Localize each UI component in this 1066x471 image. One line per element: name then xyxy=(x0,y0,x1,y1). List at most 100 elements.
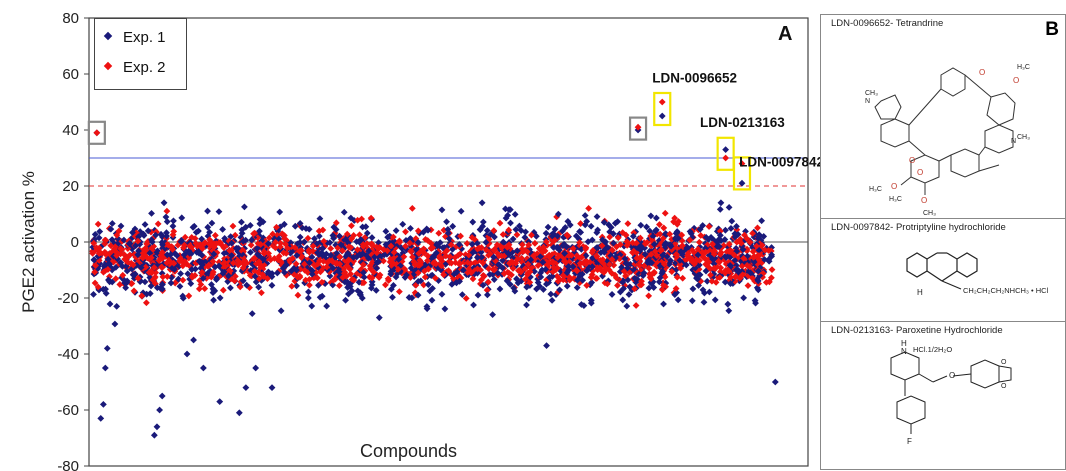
exp2-point xyxy=(296,247,304,255)
exp2-point xyxy=(743,261,751,269)
exp1-point xyxy=(153,259,161,267)
svg-text:CH₃: CH₃ xyxy=(1017,134,1030,141)
y-tick-label-60: 60 xyxy=(62,66,79,83)
exp2-point xyxy=(554,277,562,285)
exp1-point xyxy=(114,255,121,263)
exp2-point xyxy=(623,238,631,245)
exp1-point xyxy=(350,254,357,261)
exp2-point xyxy=(134,275,142,282)
exp2-point xyxy=(406,239,414,247)
highlighted-point-1 xyxy=(93,129,101,137)
exp1-point xyxy=(382,244,390,252)
exp1-point xyxy=(496,285,504,293)
exp1-point xyxy=(390,281,397,289)
exp1-point xyxy=(614,218,621,226)
exp1-point xyxy=(437,266,445,274)
exp2-point xyxy=(264,244,271,251)
exp1-point xyxy=(333,269,341,277)
exp1-point xyxy=(293,252,301,259)
exp1-point xyxy=(693,274,700,282)
exp2-point xyxy=(283,271,290,279)
exp1-point xyxy=(624,264,631,272)
exp1-point xyxy=(650,240,658,248)
exp1-outlier-point xyxy=(150,431,158,439)
exp1-point xyxy=(228,239,236,247)
exp1-point xyxy=(304,294,312,302)
exp2-point xyxy=(716,268,724,276)
exp1-point xyxy=(511,287,519,295)
exp2-point xyxy=(94,283,102,291)
exp1-point xyxy=(709,274,716,281)
exp1-point xyxy=(248,236,256,244)
exp2-point xyxy=(229,222,237,230)
y-tick-label--60: -60 xyxy=(57,402,79,419)
exp1-point xyxy=(473,254,481,261)
exp2-point xyxy=(335,282,343,289)
exp1-point xyxy=(621,255,629,263)
exp1-point xyxy=(513,247,521,255)
compound-annotation-1: LDN-0213163 xyxy=(700,115,785,130)
exp2-point xyxy=(91,268,99,276)
exp2-point xyxy=(273,223,280,231)
exp1-point xyxy=(169,256,177,264)
exp2-point xyxy=(225,237,233,245)
exp1-point xyxy=(424,281,432,288)
exp1-point xyxy=(256,227,263,235)
exp1-point xyxy=(443,218,450,226)
exp2-point xyxy=(736,235,744,243)
exp1-point xyxy=(170,217,177,225)
highlighted-point-9 xyxy=(738,179,746,187)
exp2-point xyxy=(201,285,209,292)
exp1-point xyxy=(373,264,381,272)
exp1-point xyxy=(428,296,436,304)
exp1-point xyxy=(163,229,170,237)
exp2-point xyxy=(394,265,402,273)
paroxetine-formula: HCl.1/2H₂O xyxy=(913,345,952,354)
exp2-point xyxy=(679,274,687,282)
exp1-point xyxy=(335,265,342,273)
exp1-point xyxy=(113,302,121,310)
exp1-point xyxy=(163,218,171,226)
exp1-point xyxy=(117,222,125,230)
exp1-point xyxy=(532,232,540,240)
exp1-point xyxy=(643,223,650,231)
exp2-point xyxy=(414,269,422,277)
exp1-point xyxy=(340,208,348,216)
exp2-point xyxy=(309,242,317,250)
exp1-point xyxy=(502,205,509,213)
exp2-point xyxy=(301,266,309,274)
exp1-point xyxy=(123,267,131,275)
exp1-point xyxy=(677,248,685,255)
exp1-outlier-point xyxy=(97,415,105,422)
exp1-point xyxy=(319,245,327,252)
exp2-point xyxy=(350,257,357,265)
exp1-point xyxy=(392,227,400,235)
exp1-point xyxy=(639,272,647,280)
exp2-point xyxy=(539,248,546,256)
exp1-point xyxy=(682,261,690,269)
exp1-point xyxy=(645,284,653,292)
exp2-point xyxy=(717,264,725,272)
exp1-point xyxy=(499,257,506,264)
exp1-point xyxy=(176,283,184,290)
exp2-point xyxy=(588,271,596,279)
exp1-point xyxy=(111,320,119,328)
legend-marker-exp2 xyxy=(103,61,113,71)
exp1-point xyxy=(228,252,235,260)
highlighted-point-6 xyxy=(722,146,730,153)
exp1-point xyxy=(152,231,160,239)
exp1-point xyxy=(499,238,507,246)
exp2-point xyxy=(113,252,121,259)
exp1-point xyxy=(755,233,763,241)
exp1-point xyxy=(253,245,261,252)
exp1-point xyxy=(132,242,140,250)
exp2-point xyxy=(448,259,455,267)
exp1-point xyxy=(368,234,376,241)
exp1-point xyxy=(672,230,680,237)
exp1-point xyxy=(587,222,595,230)
exp2-point xyxy=(673,220,681,228)
structure-title-paroxetine: LDN-0213163- Paroxetine Hydrochloride xyxy=(831,325,1003,336)
exp2-point xyxy=(158,263,165,271)
exp1-point xyxy=(721,278,729,286)
exp2-point xyxy=(606,261,613,268)
